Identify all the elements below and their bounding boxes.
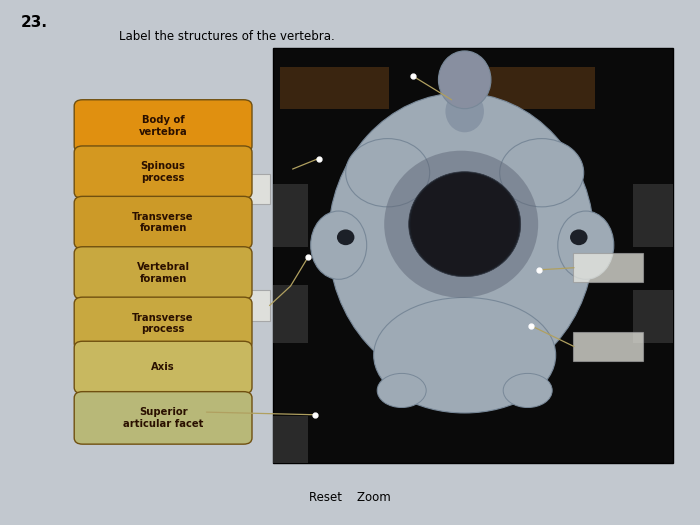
Text: Superior
articular facet: Superior articular facet xyxy=(123,407,203,429)
Text: Vertebral
foramen: Vertebral foramen xyxy=(136,262,190,284)
FancyBboxPatch shape xyxy=(74,100,252,152)
FancyBboxPatch shape xyxy=(633,290,673,343)
Ellipse shape xyxy=(438,51,491,109)
FancyBboxPatch shape xyxy=(273,184,308,247)
FancyBboxPatch shape xyxy=(573,254,643,282)
FancyBboxPatch shape xyxy=(633,184,673,247)
Ellipse shape xyxy=(346,139,430,207)
Ellipse shape xyxy=(337,229,354,245)
Ellipse shape xyxy=(503,373,552,407)
Ellipse shape xyxy=(328,93,594,387)
FancyBboxPatch shape xyxy=(204,174,270,204)
FancyBboxPatch shape xyxy=(273,48,673,463)
Ellipse shape xyxy=(377,373,426,407)
Text: Transverse
process: Transverse process xyxy=(132,312,194,334)
Ellipse shape xyxy=(570,229,587,245)
FancyBboxPatch shape xyxy=(273,285,308,343)
Text: Spinous
process: Spinous process xyxy=(141,161,186,183)
FancyBboxPatch shape xyxy=(74,146,252,198)
Ellipse shape xyxy=(409,172,521,277)
FancyBboxPatch shape xyxy=(74,196,252,249)
Text: Axis: Axis xyxy=(151,362,175,373)
Text: Body of
vertebra: Body of vertebra xyxy=(139,115,188,137)
Ellipse shape xyxy=(374,298,556,413)
Ellipse shape xyxy=(410,173,519,275)
Text: Transverse
foramen: Transverse foramen xyxy=(132,212,194,234)
Ellipse shape xyxy=(384,151,538,298)
Text: Reset    Zoom: Reset Zoom xyxy=(309,491,391,504)
FancyBboxPatch shape xyxy=(74,392,252,444)
FancyBboxPatch shape xyxy=(273,416,308,463)
FancyBboxPatch shape xyxy=(74,247,252,299)
FancyBboxPatch shape xyxy=(74,297,252,350)
Ellipse shape xyxy=(558,211,614,279)
FancyBboxPatch shape xyxy=(204,290,270,321)
Ellipse shape xyxy=(311,211,367,279)
Ellipse shape xyxy=(445,90,484,132)
Text: 23.: 23. xyxy=(21,15,48,30)
Ellipse shape xyxy=(500,139,584,207)
FancyBboxPatch shape xyxy=(573,332,643,361)
FancyBboxPatch shape xyxy=(280,67,388,109)
Text: Label the structures of the vertebra.: Label the structures of the vertebra. xyxy=(119,30,335,44)
FancyBboxPatch shape xyxy=(74,341,252,394)
FancyBboxPatch shape xyxy=(476,67,595,109)
